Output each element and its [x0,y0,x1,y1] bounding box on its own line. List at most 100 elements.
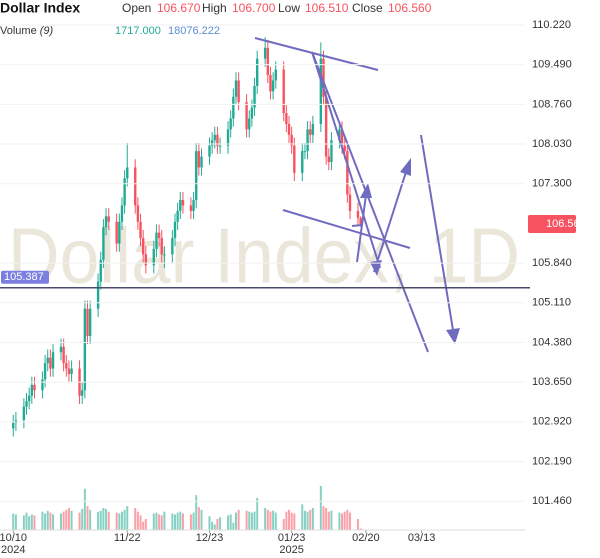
volume-bar [155,512,158,530]
candle-body [102,227,105,260]
volume-bar [274,512,277,530]
volume-bar [338,512,341,530]
y-tick-label: 105.110 [532,297,571,309]
year-label: 2024 [1,544,25,556]
volume-bar [322,506,325,530]
candle-body [59,346,63,353]
volume-bar [200,509,203,530]
trend-line [420,134,454,331]
candle-body [359,217,362,224]
candle-body [293,145,296,173]
volume-bar [136,511,139,530]
trend-line [311,51,429,353]
volume-bar [211,521,214,530]
volume-bar [311,508,314,530]
volume-bar [49,512,52,530]
arrow-head [400,158,411,176]
volume-bar [123,509,126,530]
candle-body [226,129,230,146]
volume-bar [118,513,121,530]
volume-bar [272,510,275,530]
x-tick-label: 11/22 [114,532,141,544]
volume-bar [160,515,163,530]
volume-bar [282,519,285,530]
candle-body [213,134,216,141]
candle-body [200,156,203,168]
candle-body [346,151,349,195]
candle-body [155,232,158,249]
volume-bar [237,509,240,530]
legend-value: 106.560 [388,1,432,15]
candle-body [46,357,49,364]
candle-body [22,406,26,421]
volume-bar [248,511,251,530]
volume-bar [25,512,28,530]
candle-body [173,221,177,239]
volume-bar [142,521,145,530]
candle-body [107,216,110,222]
candle-body [274,69,277,81]
candle-body [67,368,71,374]
candle-body [43,363,47,380]
volume-bar [62,511,65,530]
volume-bar [139,515,142,530]
x-tick-label: 02/20 [352,532,380,544]
volume-bar [341,513,344,530]
volume-bar [33,515,36,530]
candle-body [80,390,84,396]
volume-bar [234,512,237,530]
trend-line [356,194,367,263]
volume-bar [70,510,73,530]
y-tick-label: 108.760 [532,98,572,110]
candle-body [62,346,65,364]
candle-body [348,194,352,211]
candle-body [51,352,55,369]
header-values: Open 106.670 High 106.700 Low 106.510 Close 106… [115,1,432,37]
legend-value: 106.670 [157,1,201,15]
volume-bar [83,488,86,530]
candle-body [266,47,270,76]
candle-body [263,47,267,59]
arrow-head [446,328,460,344]
volume-bar [174,514,176,530]
volume-bar [144,519,147,530]
candle-body [319,58,323,124]
volume-bar [266,509,269,530]
candle-body [115,221,118,244]
volume-bar [14,514,17,530]
candle-body [152,248,155,266]
candle-body [229,118,232,130]
volume-bar [290,512,293,530]
volume-bar [250,512,253,530]
trend-line [311,51,381,269]
volume-bar [232,522,235,530]
year-label: 2025 [279,544,303,556]
candle-body [340,129,344,146]
candle-body [12,422,15,429]
volume-bar [359,528,362,530]
x-tick-label: 01/23 [278,532,306,544]
volume-bar [65,509,68,530]
last-price-label: 106.560 [546,218,586,230]
watermark-layer: Dollar Index, 1D [8,212,520,300]
volume-bar [81,508,84,530]
legend-name: Close [352,1,383,15]
volume-bar [158,514,161,530]
candle-body [287,123,291,135]
candle-body [176,210,179,222]
volume-bar [134,508,137,530]
volume-bar [176,512,179,530]
volume-bar [253,511,256,530]
volume-bar [303,510,306,530]
volume-bar [181,513,184,530]
volume-bar [89,509,92,530]
volume-bar [325,508,328,530]
chart-title: Dollar Index [0,0,80,16]
candle-body [189,205,193,211]
candle-body [49,357,52,369]
volume-bar [152,513,155,530]
volume-bar [12,513,15,530]
volume-bar [245,510,248,530]
volume-bar [120,511,123,530]
